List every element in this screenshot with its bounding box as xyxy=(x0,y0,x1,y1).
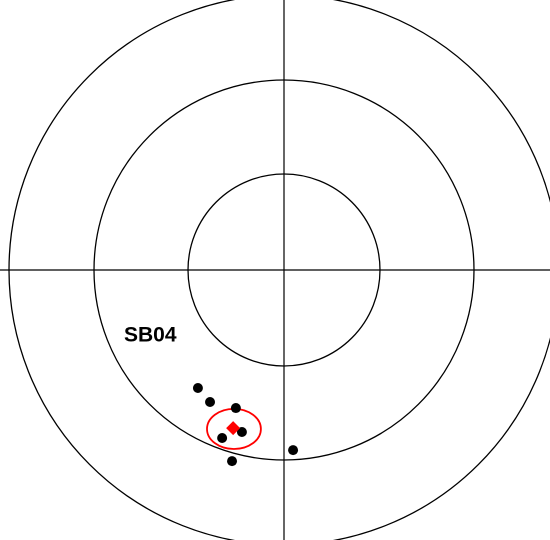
data-point xyxy=(288,445,299,456)
data-point xyxy=(230,403,241,414)
site-label: SB04 xyxy=(124,324,177,347)
data-point xyxy=(227,456,238,467)
data-point xyxy=(217,433,228,444)
data-point xyxy=(205,397,216,407)
data-point xyxy=(192,382,203,393)
data-point xyxy=(236,426,247,437)
mean-point xyxy=(226,421,241,436)
